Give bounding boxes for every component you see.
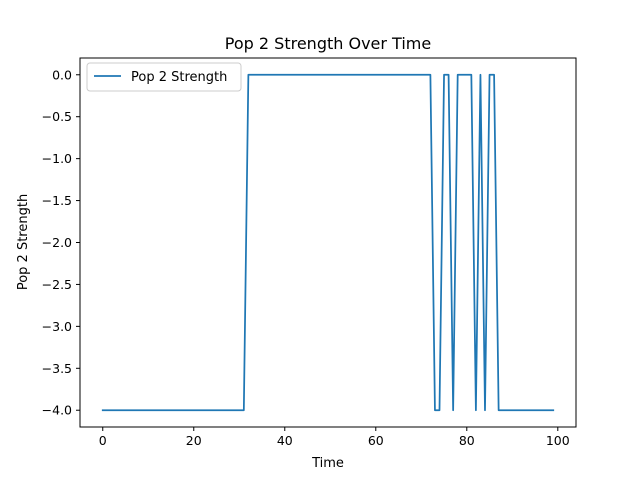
y-tick-label: −0.5 — [42, 109, 72, 124]
axes-frame — [79, 57, 577, 428]
y-tick-label: −1.0 — [42, 151, 72, 166]
x-axis-label: Time — [311, 456, 344, 471]
y-tick-label: −2.0 — [42, 235, 72, 250]
plot-area — [101, 73, 555, 412]
chart-title: Pop 2 Strength Over Time — [225, 34, 431, 53]
y-tick-label: −4.0 — [42, 403, 72, 418]
x-tick-label: 80 — [459, 433, 475, 448]
x-tick-label: 60 — [368, 433, 384, 448]
x-tick-label: 0 — [99, 433, 107, 448]
x-tick-label: 20 — [186, 433, 202, 448]
y-axis-ticks: 0.0 −0.5 −1.0 −1.5 −2.0 −2.5 −3.0 −3.5 −4.0 — [42, 67, 80, 418]
legend: Pop 2 Strength — [86, 62, 242, 92]
y-axis-label: Pop 2 Strength — [16, 194, 31, 290]
y-tick-label: 0.0 — [52, 67, 72, 82]
x-tick-label: 40 — [277, 433, 293, 448]
y-tick-label: −2.5 — [42, 277, 72, 292]
series-line — [101, 73, 555, 412]
y-tick-label: −3.0 — [42, 319, 72, 334]
x-tick-label: 100 — [546, 433, 570, 448]
x-axis-ticks: 0 20 40 60 80 100 — [99, 427, 570, 448]
legend-label: Pop 2 Strength — [131, 70, 227, 85]
legend-box — [86, 62, 242, 92]
y-tick-label: −3.5 — [42, 361, 72, 376]
y-tick-label: −1.5 — [42, 193, 72, 208]
